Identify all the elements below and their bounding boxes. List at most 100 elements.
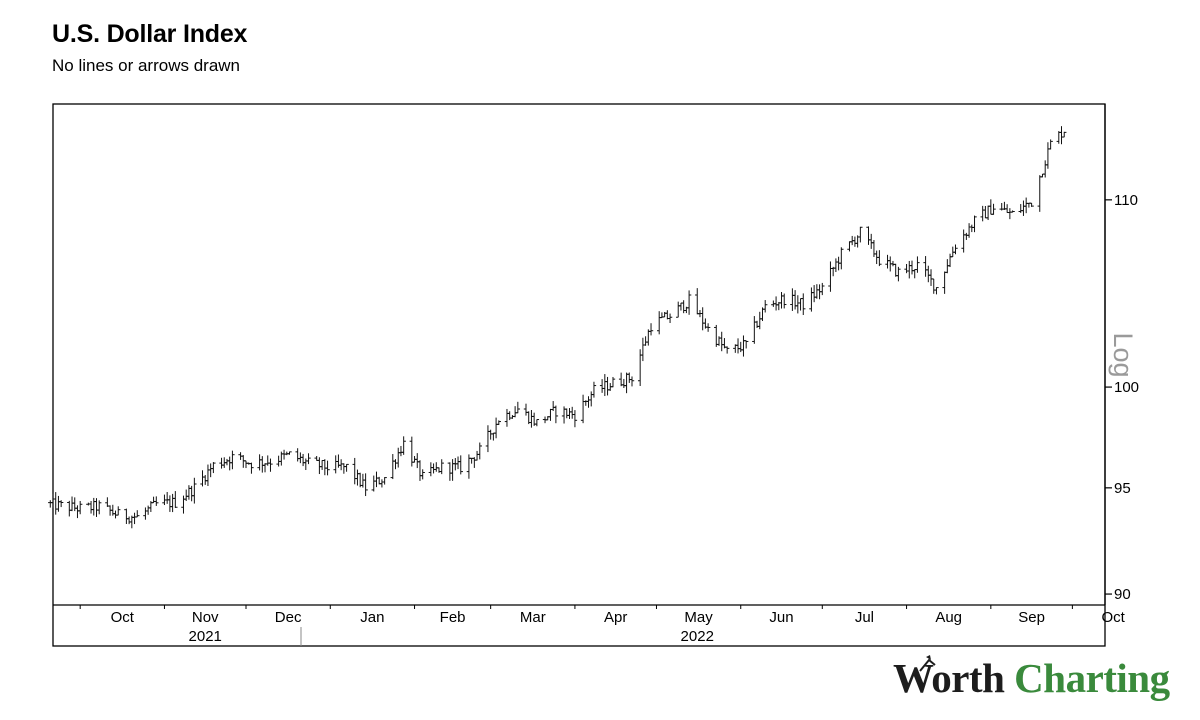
- price-bar: [695, 288, 700, 315]
- price-bar: [724, 346, 730, 354]
- price-bar: [317, 457, 322, 475]
- price-bar: [219, 457, 224, 469]
- x-tick-label: Mar: [520, 609, 546, 626]
- price-bar: [893, 263, 898, 277]
- price-bar: [915, 256, 920, 273]
- price-bar: [203, 475, 208, 485]
- price-bar: [624, 372, 629, 394]
- price-bar: [741, 335, 746, 357]
- price-bar: [154, 496, 159, 506]
- price-bar: [1021, 200, 1026, 216]
- price-bar: [681, 300, 686, 314]
- price-bar: [953, 244, 958, 255]
- price-bar: [281, 449, 287, 460]
- price-bar: [124, 508, 129, 524]
- price-bar: [94, 498, 99, 517]
- price-bar: [512, 406, 518, 418]
- price-bar: [363, 473, 368, 497]
- price-bar: [126, 516, 132, 525]
- chart-subtitle: No lines or arrows drawn: [52, 56, 241, 75]
- price-bar: [969, 224, 975, 233]
- price-bar: [1056, 131, 1061, 144]
- price-bar: [678, 302, 684, 311]
- price-bar: [648, 323, 654, 336]
- x-tick-label: Dec: [275, 609, 302, 626]
- year-label: 2022: [681, 628, 714, 645]
- worth-charting-logo: Worth Charting: [893, 654, 1170, 702]
- price-bar: [570, 406, 575, 419]
- price-bar: [934, 287, 939, 295]
- price-bar: [942, 271, 947, 294]
- price-bar: [966, 223, 972, 238]
- price-bar: [181, 495, 186, 514]
- price-bar: [714, 324, 719, 347]
- price-bar: [420, 469, 425, 480]
- price-bar: [1048, 139, 1053, 150]
- price-bar: [931, 278, 936, 294]
- price-bar: [757, 311, 762, 330]
- price-bar: [393, 459, 398, 470]
- price-bar: [798, 298, 803, 311]
- price-bar: [295, 448, 300, 462]
- price-bar: [1029, 202, 1034, 207]
- price-bar: [224, 458, 230, 466]
- price-bar: [390, 454, 395, 480]
- price-bar: [779, 292, 784, 309]
- y-scale-label: Log: [1108, 332, 1138, 377]
- price-bar: [972, 215, 977, 233]
- price-bar: [260, 456, 265, 473]
- price-bar: [947, 253, 953, 268]
- price-bar: [686, 290, 692, 315]
- x-tick-label: Oct: [1101, 609, 1125, 626]
- price-bar: [434, 462, 439, 472]
- price-bar: [183, 489, 189, 502]
- price-bar: [869, 233, 874, 249]
- price-bar: [56, 495, 61, 512]
- price-bar: [91, 497, 96, 516]
- price-bar: [205, 464, 211, 487]
- price-bar: [1062, 131, 1067, 138]
- y-tick-label: 110: [1114, 192, 1138, 209]
- price-bar: [48, 500, 53, 508]
- price-bars: [48, 126, 1067, 529]
- price-bar: [923, 256, 928, 277]
- price-bar: [839, 247, 844, 270]
- price-bar: [458, 455, 463, 475]
- price-bar: [211, 462, 216, 474]
- price-bar: [189, 485, 194, 502]
- price-bar: [909, 260, 915, 275]
- price-bar: [77, 500, 83, 515]
- price-bar: [599, 379, 605, 393]
- price-bar: [493, 417, 499, 439]
- price-bar: [523, 403, 529, 416]
- price-bar: [360, 473, 366, 488]
- price-bar: [534, 419, 540, 427]
- price-bar: [322, 459, 328, 476]
- price-bar: [743, 340, 749, 349]
- price-bar: [773, 296, 779, 311]
- price-bar: [300, 453, 306, 467]
- price-bar: [1023, 197, 1029, 214]
- price-bar: [665, 310, 670, 320]
- x-tick-label: Apr: [604, 609, 627, 626]
- price-bar: [667, 313, 673, 324]
- price-bar: [496, 420, 502, 426]
- price-bar: [491, 432, 496, 441]
- price-bar: [1010, 210, 1015, 213]
- price-bar: [306, 453, 311, 465]
- y-tick-label: 95: [1114, 480, 1131, 497]
- brand-word-1: Worth: [893, 655, 1005, 701]
- price-bar: [656, 311, 662, 335]
- price-bar: [53, 492, 58, 515]
- price-bar: [401, 436, 406, 455]
- price-bar: [325, 460, 330, 476]
- price-bar: [371, 475, 376, 492]
- price-bar: [980, 205, 985, 222]
- price-bar: [450, 459, 455, 481]
- price-bar: [333, 455, 338, 474]
- price-bar: [752, 316, 757, 344]
- price-bar: [132, 512, 137, 525]
- price-bar: [504, 408, 510, 427]
- price-bar: [871, 240, 877, 257]
- x-tick-label: May: [684, 609, 713, 626]
